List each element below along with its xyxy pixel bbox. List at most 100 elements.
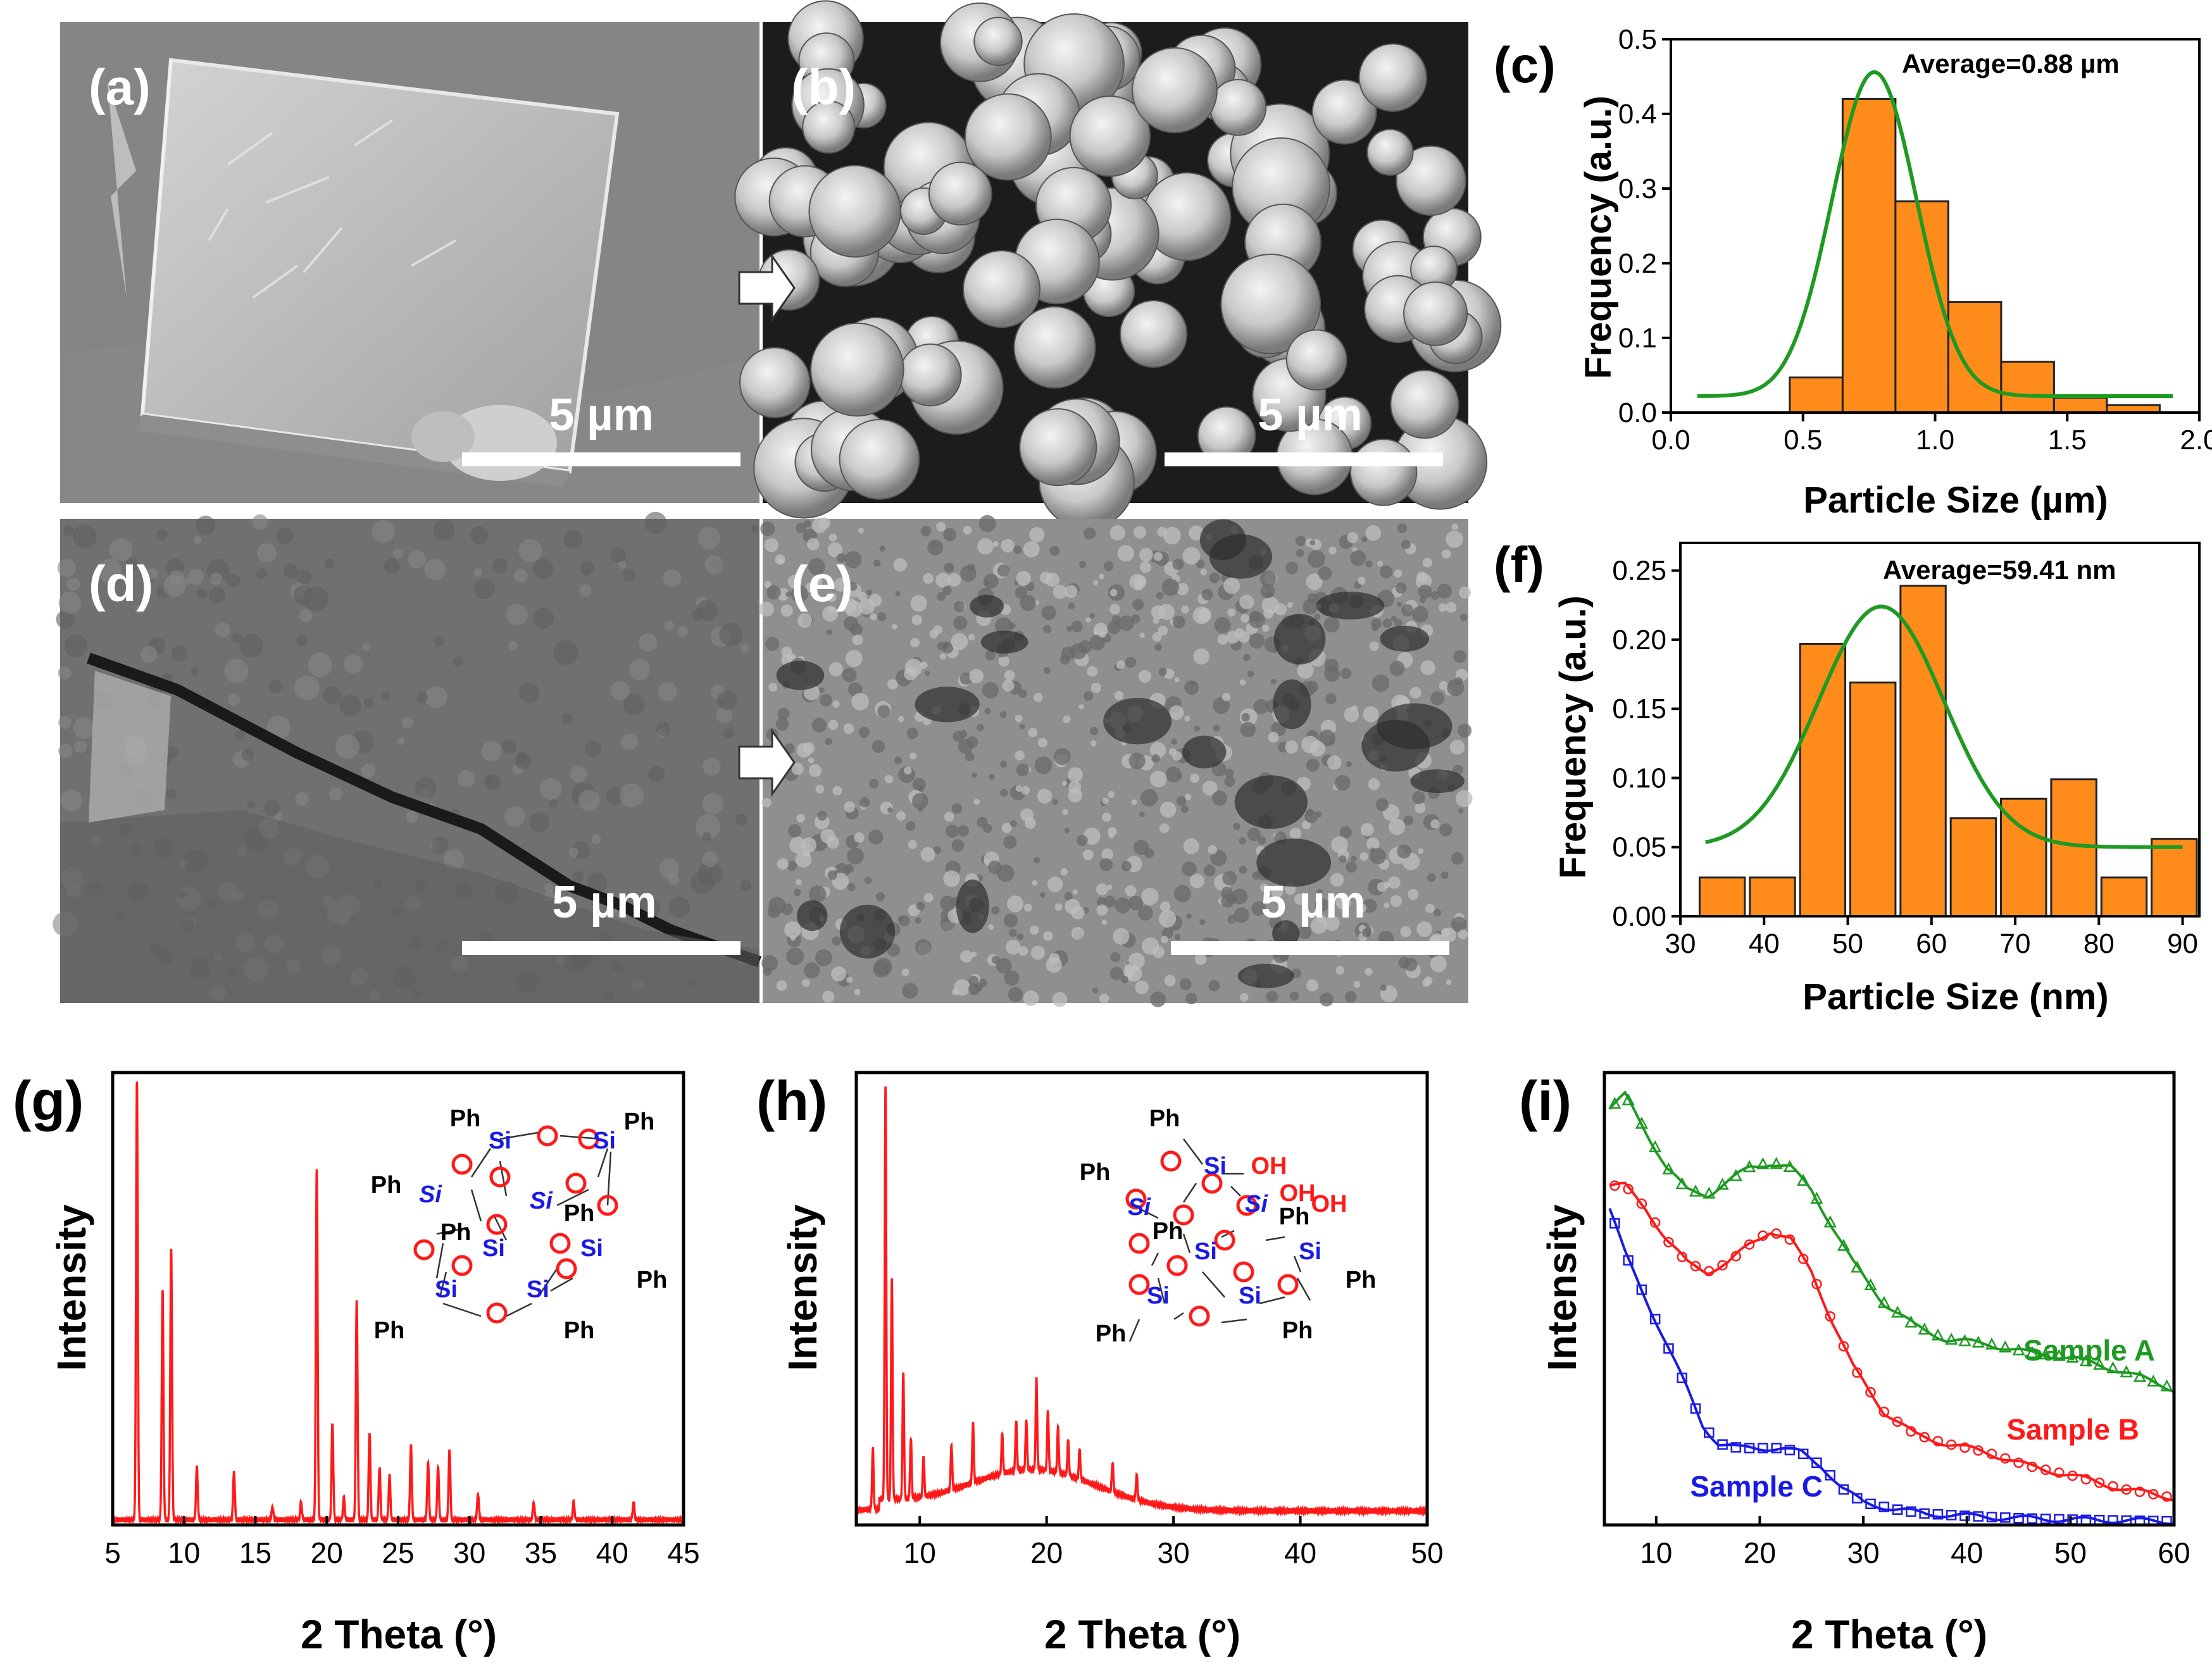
- sphere-particle: [802, 100, 856, 154]
- porous-grain: [969, 669, 984, 684]
- porous-grain: [1158, 910, 1177, 928]
- chart-g: (g) Intensity 2 Theta (°) 5 10 15 20 25 30 35 4…: [13, 1069, 700, 1657]
- porous-grain: [1064, 892, 1073, 901]
- porous-grain: [1149, 742, 1166, 759]
- sphere-particle: [1069, 95, 1151, 177]
- porous-grain: [1154, 644, 1162, 651]
- porous-grain: [908, 840, 917, 849]
- porous-grain: [832, 786, 842, 796]
- porous-grain: [1103, 561, 1114, 571]
- data-marker: [1865, 1498, 1876, 1510]
- surface-grain: [716, 706, 733, 723]
- porous-grain: [1363, 706, 1379, 723]
- porous-grain: [1034, 756, 1053, 775]
- sem-panel-e: (e) 5 µm: [759, 514, 1473, 1007]
- porous-grain: [1208, 980, 1220, 992]
- data-marker: [1758, 1443, 1768, 1453]
- silicon-atom: Si: [1194, 1238, 1217, 1265]
- porous-grain: [1071, 926, 1085, 940]
- porous-grain: [984, 707, 991, 714]
- crack: [86, 652, 762, 968]
- chart-f: (f) Frequency (a.u.) Particle Size (nm) …: [1494, 537, 2201, 1017]
- legend-label-sample-c: Sample C: [1690, 1470, 1823, 1503]
- porous-grain: [1185, 793, 1192, 800]
- porous-grain: [1455, 790, 1473, 807]
- surface-grain: [663, 569, 682, 587]
- porous-grain: [1113, 928, 1130, 945]
- sphere-particle: [962, 250, 1040, 328]
- porous-grain: [1380, 985, 1387, 992]
- surface-grain: [579, 584, 592, 597]
- data-marker: [1623, 1183, 1634, 1195]
- bond: [499, 1131, 539, 1140]
- bond: [506, 1302, 532, 1317]
- oxygen-atom: [1277, 1274, 1299, 1295]
- data-marker: [1918, 1322, 1931, 1335]
- porous-grain: [1223, 577, 1240, 594]
- scale-bar-e: [1171, 941, 1449, 955]
- bond: [597, 1148, 609, 1178]
- surface-grain: [277, 527, 294, 544]
- porous-grain: [902, 983, 918, 999]
- surface-grain: [473, 568, 482, 577]
- scale-label-a: 5 µm: [549, 390, 654, 440]
- surface-grain: [208, 587, 226, 604]
- chart-h: (h) Intensity 2 Theta (°) 10 20 30 40 50: [756, 1069, 1444, 1657]
- silicon-atom: Si: [435, 1276, 458, 1303]
- surface-grain: [252, 514, 268, 530]
- porous-grain: [790, 585, 808, 603]
- data-marker: [1892, 1504, 1903, 1515]
- surface-grain: [169, 569, 184, 585]
- scale-bar-a: [462, 452, 740, 466]
- porous-grain: [845, 600, 863, 618]
- porous-grain: [959, 730, 968, 738]
- scale-bar-d: [462, 941, 740, 955]
- porous-grain: [1358, 576, 1366, 585]
- surface-grain: [256, 568, 266, 579]
- porous-grain: [787, 861, 797, 871]
- porous-grain: [1346, 861, 1358, 873]
- data-marker: [1797, 1173, 1810, 1186]
- legend-label-sample-a: Sample A: [2023, 1334, 2155, 1367]
- x-axis-title-g: 2 Theta (°): [301, 1612, 497, 1657]
- x-tick-label: 60: [2158, 1536, 2190, 1569]
- oxygen-atom: [1166, 1255, 1188, 1276]
- panel-label-i: (i): [1519, 1069, 1572, 1132]
- porous-grain: [1451, 916, 1467, 932]
- porous-grain: [785, 591, 792, 597]
- data-marker: [1973, 1445, 1984, 1456]
- porous-grain: [1039, 571, 1053, 584]
- porous-grain: [1115, 897, 1131, 914]
- surface-grain: [295, 792, 309, 806]
- surface-grain: [735, 813, 747, 826]
- data-marker: [1851, 1260, 1864, 1273]
- porous-grain: [1339, 855, 1347, 863]
- x-tick-label: 40: [596, 1536, 628, 1569]
- x-axis-title-h: 2 Theta (°): [1044, 1612, 1240, 1657]
- sphere-particle: [928, 161, 992, 226]
- surface-grain: [529, 812, 549, 832]
- porous-grain: [1351, 856, 1357, 862]
- porous-grain: [854, 988, 861, 995]
- porous-grain: [1169, 705, 1184, 720]
- data-marker: [2161, 1491, 2172, 1502]
- pore: [776, 661, 825, 690]
- pore: [1234, 775, 1308, 829]
- sphere-particle: [1311, 79, 1377, 145]
- oxygen-atom: [1233, 1261, 1254, 1283]
- porous-grain: [1451, 523, 1459, 531]
- chart-c: (c) Frequency (a.u.) Particle Size (µm) …: [1494, 24, 2212, 521]
- porous-grain: [968, 633, 975, 641]
- surface-grain: [58, 716, 72, 729]
- porous-grain: [768, 683, 778, 692]
- silicon-atom: Si: [1239, 1283, 1261, 1309]
- porous-grain: [920, 847, 935, 862]
- porous-grain: [1068, 602, 1075, 610]
- porous-grain: [1116, 660, 1125, 669]
- porous-grain: [1335, 895, 1351, 910]
- porous-grain: [1150, 770, 1167, 788]
- sphere-particle: [810, 322, 904, 417]
- porous-grain: [1174, 677, 1180, 683]
- porous-grain: [1194, 953, 1207, 966]
- data-marker: [2147, 1374, 2160, 1387]
